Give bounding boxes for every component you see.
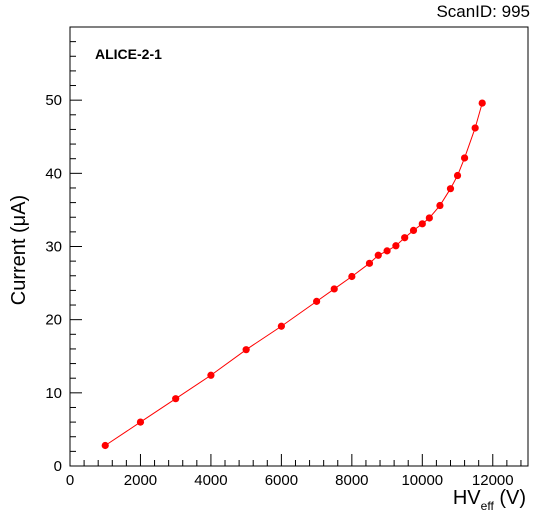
scan-id-label: ScanID: 995: [436, 2, 530, 21]
data-point: [409, 226, 418, 235]
data-point: [313, 297, 321, 305]
data-point: [460, 154, 469, 162]
data-point: [446, 185, 455, 193]
x-tick-label: 4000: [194, 472, 227, 489]
x-axis-title-main: HV: [452, 487, 481, 509]
data-point: [242, 346, 250, 354]
x-tick-label: 0: [66, 472, 74, 489]
y-tick-label: 50: [45, 92, 62, 109]
data-point: [136, 418, 145, 426]
plot-frame: [69, 26, 529, 467]
x-tick-label: 8000: [335, 472, 368, 489]
x-tick-label: 2000: [124, 472, 157, 489]
data-point: [348, 272, 356, 281]
y-tick-label: 40: [45, 165, 62, 182]
data-point: [374, 251, 382, 259]
x-tick-label: 12000: [472, 472, 514, 489]
data-point: [436, 201, 444, 210]
annotation-label: ALICE-2-1: [95, 46, 162, 62]
data-point: [453, 171, 462, 180]
x-tick-label: 10000: [401, 472, 443, 489]
data-point: [478, 99, 486, 107]
x-axis-title-unit: (V): [493, 487, 526, 509]
series-line: [104, 102, 483, 446]
data-point: [101, 441, 109, 450]
data-point: [277, 322, 285, 330]
series-layer: [101, 99, 486, 450]
data-point: [207, 371, 215, 379]
y-tick-label: 10: [45, 385, 62, 402]
x-axis-title: HVeff (V): [453, 487, 526, 513]
data-point: [383, 247, 391, 255]
data-point: [365, 259, 374, 267]
y-tick-label: 20: [45, 312, 62, 329]
data-point: [392, 242, 400, 250]
data-point: [471, 124, 479, 132]
data-point: [172, 395, 180, 403]
axes: 0 2000 4000 6000 8000 10000 12000 0 10 20 30 40 50: [45, 26, 529, 489]
data-point: [418, 220, 426, 228]
data-point: [425, 214, 433, 222]
data-point: [330, 285, 338, 293]
y-axis-title: Current (μA): [8, 194, 30, 306]
y-tick-label: 30: [45, 239, 62, 256]
x-axis-title-subscript: eff: [480, 499, 494, 513]
x-tick-label: 6000: [265, 472, 298, 489]
data-point: [401, 234, 409, 242]
y-tick-label: 0: [54, 458, 62, 475]
